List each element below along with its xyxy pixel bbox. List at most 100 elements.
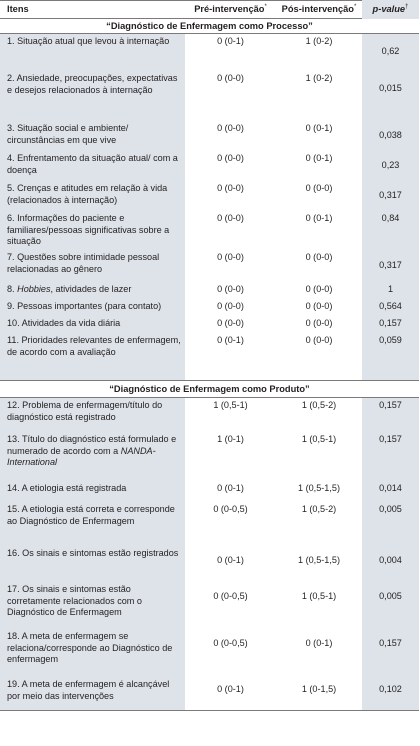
p-value: 0,62 xyxy=(362,34,419,71)
p-value: 0,015 xyxy=(362,71,419,121)
table-row: 5. Crenças e atitudes em relação à vida … xyxy=(0,181,419,211)
table-row: 7. Questões sobre intimidade pessoal rel… xyxy=(0,250,419,282)
p-value: 0,102 xyxy=(362,675,419,710)
item-label: 9. Pessoas importantes (para contato) xyxy=(0,299,185,316)
post-value: 0 (0-0) xyxy=(305,335,333,345)
item-label: 15. A etiologia está correta e correspon… xyxy=(0,499,185,546)
item-label: 16. Os sinais e sintomas estão registrad… xyxy=(0,546,185,582)
p-value: 0,317 xyxy=(362,250,419,282)
pre-value: 0 (0-0) xyxy=(217,73,244,83)
post-value: 1 (0,5-1,5) xyxy=(298,555,340,565)
pre-value: 0 (0-1) xyxy=(217,555,244,565)
item-label: 13. Título do diagnóstico está formulado… xyxy=(0,432,185,478)
pre-value: 1 (0-1) xyxy=(217,434,244,444)
p-value: 0,157 xyxy=(362,398,419,432)
post-value: 0 (0-1) xyxy=(305,123,333,133)
p-value: 0,005 xyxy=(362,582,419,629)
item-label: 10. Atividades da vida diária xyxy=(0,316,185,333)
table-row: 15. A etiologia está correta e correspon… xyxy=(0,499,419,546)
post-value: 1 (0,5-1) xyxy=(301,591,337,601)
pre-value: 0 (0-0) xyxy=(217,284,244,294)
post-value: 0 (0-0) xyxy=(305,252,333,262)
pre-value: 0 (0-0,5) xyxy=(213,504,248,514)
item-label: 3. Situação social e ambiente/ circunstâ… xyxy=(0,121,185,151)
post-value: 0 (0-0) xyxy=(305,301,333,311)
post-value: 0 (0-1) xyxy=(305,638,333,648)
post-value: 0 (0-0) xyxy=(305,318,333,328)
pre-value: 0 (0-0) xyxy=(217,183,244,193)
p-value: 0,005 xyxy=(362,499,419,546)
item-label: 7. Questões sobre intimidade pessoal rel… xyxy=(0,250,185,282)
post-value: 0 (0-0) xyxy=(305,284,333,294)
post-value: 0 (0-1) xyxy=(305,213,333,223)
p-value: 0,059 xyxy=(362,333,419,380)
item-label: 6. Informações do paciente e familiares/… xyxy=(0,211,185,250)
post-value: 1 (0-1,5) xyxy=(301,684,337,694)
pre-value: 0 (0-0) xyxy=(217,153,244,163)
pre-value: 0 (0-1) xyxy=(217,684,244,694)
section-product-title: “Diagnóstico de Enfermagem como Produto” xyxy=(0,381,419,398)
post-value: 1 (0,5-2) xyxy=(301,504,337,514)
item-label: 1. Situação atual que levou à internação xyxy=(0,34,185,71)
pre-value: 0 (0-0) xyxy=(217,301,244,311)
pre-value: 0 (0-1) xyxy=(217,483,244,493)
p-value: 0,157 xyxy=(362,432,419,478)
header-p-value: p-value† xyxy=(362,0,419,19)
p-value: 0,038 xyxy=(362,121,419,151)
p-value: 0,004 xyxy=(362,546,419,582)
table-row: 11. Prioridades relevantes de enfermagem… xyxy=(0,333,419,381)
header-items: Itens xyxy=(7,3,29,14)
item-label: 4. Enfrentamento da situação atual/ com … xyxy=(0,151,185,181)
post-value: 1 (0,5-1,5) xyxy=(298,483,340,493)
item-label: 5. Crenças e atitudes em relação à vida … xyxy=(0,181,185,211)
p-value: 0,157 xyxy=(362,316,419,333)
table-row: 9. Pessoas importantes (para contato) 0 … xyxy=(0,299,419,316)
section-process-title: “Diagnóstico de Enfermagem como Processo… xyxy=(0,19,419,34)
post-value: 0 (0-0) xyxy=(305,183,333,193)
table-row: 14. A etiologia está registrada 0 (0-1) … xyxy=(0,478,419,499)
table-row: 13. Título do diagnóstico está formulado… xyxy=(0,432,419,478)
table-row: 10. Atividades da vida diária 0 (0-0) 0 … xyxy=(0,316,419,333)
item-label: 18. A meta de enfermagem se relaciona/co… xyxy=(0,629,185,675)
p-value: 1 xyxy=(362,282,419,299)
p-value: 0,317 xyxy=(362,181,419,211)
item-label: 17. Os sinais e sintomas estão corretame… xyxy=(0,582,185,629)
table-header: Itens Pré-intervenção* Pós-intervenção* … xyxy=(0,0,419,19)
p-value: 0,23 xyxy=(362,151,419,181)
table-row: 6. Informações do paciente e familiares/… xyxy=(0,211,419,250)
table-row: 16. Os sinais e sintomas estão registrad… xyxy=(0,546,419,582)
post-value: 1 (0,5-2) xyxy=(301,400,337,410)
table-row: 3. Situação social e ambiente/ circunstâ… xyxy=(0,121,419,151)
table-row: 2. Ansiedade, preocupações, expectativas… xyxy=(0,71,419,121)
pre-value: 0 (0-0) xyxy=(217,252,244,262)
table-row: 4. Enfrentamento da situação atual/ com … xyxy=(0,151,419,181)
item-label: 14. A etiologia está registrada xyxy=(0,478,185,499)
table-row: 19. A meta de enfermagem é alcançável po… xyxy=(0,675,419,711)
pre-value: 0 (0-0) xyxy=(217,213,244,223)
item-label: 2. Ansiedade, preocupações, expectativas… xyxy=(0,71,185,121)
table-row: 8. Hobbies, atividades de lazer 0 (0-0) … xyxy=(0,282,419,299)
item-italic: Hobbies xyxy=(17,284,51,294)
p-value: 0,157 xyxy=(362,629,419,675)
item-label: 12. Problema de enfermagem/título do dia… xyxy=(0,398,185,432)
pre-value: 0 (0-0,5) xyxy=(213,638,248,648)
table-row: 12. Problema de enfermagem/título do dia… xyxy=(0,398,419,432)
item-italic: NANDA-International xyxy=(7,445,156,468)
pre-value: 0 (0-1) xyxy=(217,335,244,345)
post-value: 0 (0-1) xyxy=(305,153,333,163)
post-value: 1 (0-2) xyxy=(305,36,333,46)
table-row: 1. Situação atual que levou à internação… xyxy=(0,34,419,71)
pre-value: 0 (0-1) xyxy=(217,36,244,46)
header-pre-intervention: Pré-intervenção* xyxy=(194,3,267,14)
table-row: 17. Os sinais e sintomas estão corretame… xyxy=(0,582,419,629)
post-value: 1 (0-2) xyxy=(305,73,333,83)
results-table: Itens Pré-intervenção* Pós-intervenção* … xyxy=(0,0,419,711)
item-label: 19. A meta de enfermagem é alcançável po… xyxy=(0,675,185,710)
post-value: 1 (0,5-1) xyxy=(301,434,337,444)
p-value: 0,84 xyxy=(362,211,419,250)
table-row: 18. A meta de enfermagem se relaciona/co… xyxy=(0,629,419,675)
p-value: 0,014 xyxy=(362,478,419,499)
p-value: 0,564 xyxy=(362,299,419,316)
pre-value: 0 (0-0,5) xyxy=(213,591,248,601)
item-label: 11. Prioridades relevantes de enfermagem… xyxy=(0,333,185,380)
